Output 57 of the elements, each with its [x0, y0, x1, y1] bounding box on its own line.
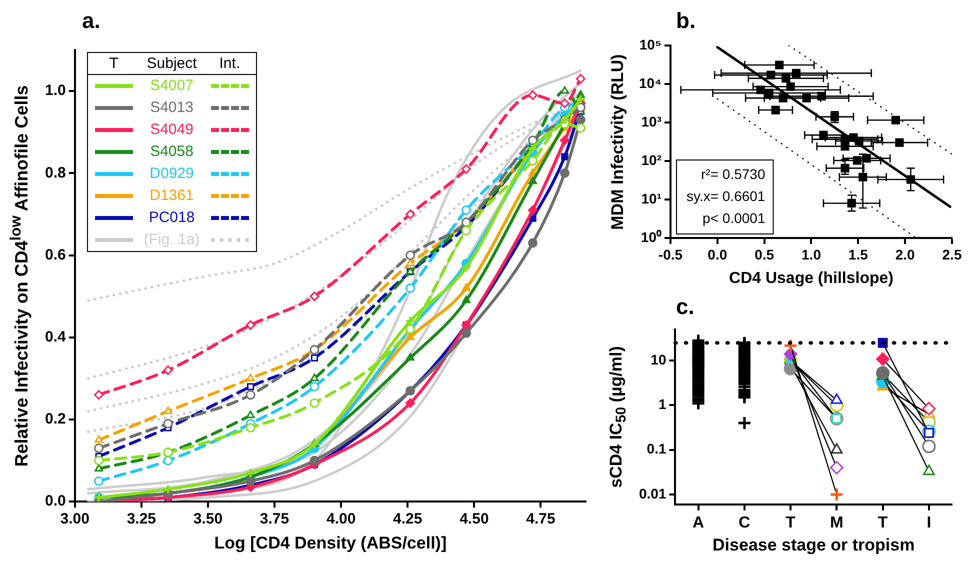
x-tick-label: 4.25 — [393, 510, 422, 528]
chart-title: b. — [676, 8, 696, 34]
x-tick-label: T — [786, 514, 796, 532]
x-tick-label: 0.5 — [754, 246, 774, 262]
legend-label: D0929 — [148, 164, 195, 184]
x-tick-label: 4.50 — [460, 510, 489, 528]
x-tick-label: M — [830, 514, 844, 532]
y-tick-label: 10⁴ — [638, 74, 662, 91]
annotation: p< 0.0001 — [702, 210, 766, 226]
y-tick-label: 10⁰ — [640, 228, 662, 245]
y-tick-label: 10⁵ — [639, 36, 662, 52]
y-axis-title: MDM Infectivity (RLU) — [608, 54, 628, 230]
y-tick-label: 1.0 — [44, 82, 66, 100]
x-tick-label: I — [926, 514, 932, 532]
y-tick-label: 0.1 — [646, 440, 666, 457]
legend-label: S4058 — [149, 142, 194, 162]
annotation: Int. — [218, 54, 242, 74]
y-tick-label: 1 — [658, 396, 666, 412]
x-axis-title: Log [CD4 Density (ABS/cell)] — [214, 533, 447, 552]
legend-title: Subject — [146, 54, 198, 74]
x-tick-label: 2.0 — [895, 246, 916, 262]
x-tick-label: 4.00 — [326, 510, 356, 528]
x-tick-label: 1.0 — [802, 246, 822, 262]
y-tick-label: 10³ — [641, 113, 662, 130]
y-tick-label: 0.6 — [44, 246, 66, 264]
y-tick-label: 10¹ — [641, 190, 662, 206]
x-tick-label: C — [738, 514, 751, 532]
legend-label: S4013 — [149, 98, 194, 118]
annotation: T — [108, 54, 120, 74]
y-tick-label: 0.8 — [44, 164, 66, 182]
x-tick-label: -0.5 — [658, 246, 683, 262]
y-tick-label: 0.0 — [44, 492, 66, 510]
x-tick-label: 4.75 — [526, 510, 556, 528]
chart-title: c. — [676, 294, 694, 320]
x-tick-label: 3.75 — [260, 510, 290, 528]
x-axis-title: Disease stage or tropism — [712, 535, 915, 554]
x-tick-label: A — [692, 514, 705, 532]
x-axis-title: CD4 Usage (hillslope) — [729, 270, 894, 287]
annotation: r²= 0.5730 — [701, 166, 766, 182]
x-tick-label: 3.50 — [193, 510, 223, 528]
x-tick-label: 1.5 — [848, 246, 868, 262]
y-tick-label: 0.2 — [44, 410, 66, 428]
chart-title: a. — [82, 8, 100, 34]
x-tick-label: T — [878, 514, 888, 532]
legend-label: PC018 — [148, 208, 196, 228]
x-tick-label: 3.00 — [60, 510, 90, 528]
x-tick-label: 0.0 — [708, 246, 728, 262]
y-tick-label: 10 — [650, 351, 666, 368]
legend-label: S4007 — [149, 76, 194, 96]
x-tick-label: 2.5 — [942, 246, 962, 262]
y-tick-label: 0.4 — [44, 328, 66, 346]
y-tick-label: 0.01 — [639, 485, 666, 502]
y-tick-label: 10² — [641, 152, 662, 168]
annotation: sy.x= 0.6601 — [686, 188, 766, 204]
legend-label: S4049 — [149, 120, 194, 140]
x-tick-label: 3.25 — [126, 510, 156, 528]
legend-label: D1361 — [148, 186, 195, 206]
